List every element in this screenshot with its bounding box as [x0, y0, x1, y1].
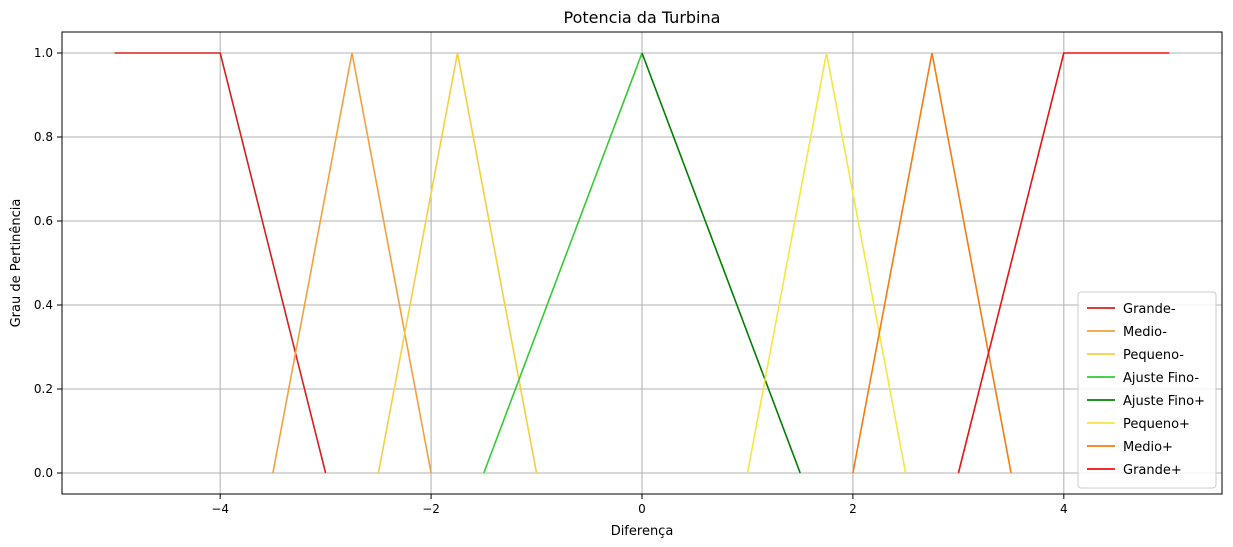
series-line — [377, 52, 538, 474]
x-tick-label: 4 — [1060, 502, 1068, 516]
x-axis: −4 −2 0 2 4 — [211, 494, 1068, 516]
legend-entry: Medio+ — [1123, 440, 1173, 455]
series-line — [852, 52, 1012, 474]
y-tick-label: 0.4 — [34, 298, 53, 312]
y-tick-label: 0.0 — [34, 466, 53, 480]
legend: Grande- Medio- Pequeno- Ajuste Fino- Ajuste … — [1077, 291, 1217, 489]
series-line — [483, 52, 643, 474]
series-layer — [114, 52, 1170, 474]
y-tick-label: 0.6 — [34, 214, 53, 228]
x-tick-label: 2 — [849, 502, 857, 516]
y-tick-label: 1.0 — [34, 46, 53, 60]
legend-entry: Ajuste Fino- — [1123, 371, 1199, 386]
legend-entry: Grande- — [1123, 302, 1176, 317]
y-axis-label: Grau de Pertinência — [9, 199, 24, 328]
legend-box — [1077, 291, 1217, 489]
grid — [62, 32, 1222, 494]
legend-entry: Medio- — [1123, 325, 1167, 340]
x-tick-label: −4 — [211, 502, 229, 516]
x-axis-label: Diferença — [611, 524, 674, 539]
y-tick-label: 0.2 — [34, 382, 53, 396]
y-tick-label: 0.8 — [34, 130, 53, 144]
y-axis: 0.0 0.2 0.4 0.6 0.8 1.0 — [34, 46, 62, 480]
series-line — [957, 52, 1170, 474]
legend-entry: Ajuste Fino+ — [1123, 394, 1205, 409]
series-line — [114, 52, 327, 474]
chart-title: Potencia da Turbina — [564, 8, 721, 27]
legend-entry: Pequeno- — [1123, 348, 1184, 363]
series-line — [272, 52, 432, 474]
series-line — [641, 52, 801, 474]
x-tick-label: 0 — [638, 502, 646, 516]
series-line — [746, 52, 907, 474]
legend-entry: Pequeno+ — [1123, 417, 1190, 432]
x-tick-label: −2 — [422, 502, 440, 516]
legend-entry: Grande+ — [1123, 463, 1182, 478]
